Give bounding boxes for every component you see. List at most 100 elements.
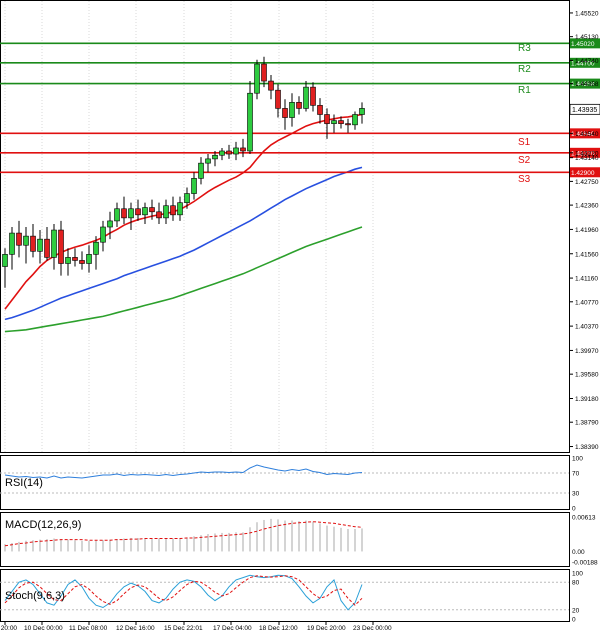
- candle-body: [16, 232, 22, 246]
- stochastic-axis-label: 80: [572, 580, 580, 587]
- candle-body: [219, 150, 225, 156]
- candle-body: [338, 120, 344, 124]
- price-axis-label: 1.39580: [575, 372, 599, 379]
- candle-body: [142, 207, 148, 216]
- candle-body: [352, 114, 358, 126]
- macd-title: MACD(12,26,9): [5, 519, 81, 531]
- candle-body: [205, 158, 211, 164]
- macd-panel: 0.00613 0.00 -0.00188 MACD(12,26,9): [0, 512, 598, 567]
- moving-average-red: [4, 113, 363, 310]
- price-axis-label: 1.41960: [575, 227, 599, 234]
- candle-body: [310, 86, 316, 106]
- time-axis-label: 15 Dec 22:01: [164, 625, 203, 632]
- price-axis-label: 1.40370: [575, 324, 599, 331]
- candle-body: [184, 193, 190, 203]
- candle-body: [135, 208, 141, 216]
- moving-average-blue: [4, 166, 363, 321]
- candle-body: [51, 229, 57, 258]
- pivot-level-price-label: 1.43220: [571, 150, 595, 157]
- candle-body: [2, 254, 8, 267]
- pivot-level-name: S2: [518, 155, 531, 166]
- candle-body: [282, 108, 288, 118]
- pivot-level-price-label: 1.43540: [571, 131, 595, 138]
- price-axis-label: 1.40770: [575, 299, 599, 306]
- pivot-level-price-tag: [570, 38, 600, 49]
- price-axis-label: 1.38790: [575, 420, 599, 427]
- stochastic-panel: 100 80 20 0 Stoch(9,6,3): [0, 569, 583, 624]
- pivot-level-price-tag: [570, 78, 600, 89]
- stochastic-title: Stoch(9,6,3): [5, 590, 65, 602]
- candle-body: [58, 229, 64, 264]
- candle-body: [317, 105, 323, 115]
- pivot-level-price-label: 1.45020: [571, 41, 595, 48]
- candle-body: [303, 86, 309, 109]
- candle-body: [72, 257, 78, 261]
- time-axis-label: 12 Dec 16:00: [116, 625, 155, 632]
- stochastic-axis-label: 20: [572, 607, 580, 614]
- time-axis-label: 18 Dec 12:00: [259, 625, 298, 632]
- moving-average-green: [4, 226, 363, 333]
- candle-body: [247, 92, 253, 152]
- time-axis-label: 17 Dec 04:00: [213, 625, 252, 632]
- candle-body: [233, 147, 239, 155]
- candle-body: [93, 241, 99, 255]
- candle-body: [121, 208, 127, 219]
- candle-body: [268, 80, 274, 91]
- candle-body: [324, 114, 330, 124]
- stochastic-axis-label: 100: [572, 571, 583, 578]
- price-panel: 1.45020 R3 1.44700 R2 1.44358 R1 1.43540 S1 1.43…: [0, 0, 600, 453]
- current-price-label: 1.43935: [572, 107, 597, 114]
- price-axis-label: 1.45130: [575, 34, 599, 41]
- candle-body: [254, 63, 260, 94]
- pivot-level-price-tag: [570, 147, 600, 158]
- price-axis-label: 1.44358: [575, 81, 599, 88]
- candle-body: [100, 226, 106, 243]
- price-axis-label: 1.39970: [575, 348, 599, 355]
- price-axis-label: 1.41160: [575, 276, 598, 283]
- pivot-level-name: R3: [518, 43, 531, 54]
- current-price-box: [569, 103, 600, 115]
- stochastic-signal-line: [4, 575, 363, 606]
- candle-body: [226, 150, 232, 155]
- price-axis-label: 1.45520: [575, 10, 599, 17]
- macd-axis-label: 0.00613: [572, 515, 596, 522]
- candle-body: [198, 162, 204, 179]
- candle-body: [86, 254, 92, 264]
- candle-body: [331, 120, 337, 124]
- time-axis-label: 9 Dec 20:00: [0, 625, 17, 632]
- candle-body: [345, 123, 351, 126]
- candle-body: [114, 208, 120, 222]
- candle-body: [359, 108, 365, 115]
- stochastic-main-line: [4, 574, 363, 611]
- candle-body: [23, 235, 29, 246]
- candle-body: [149, 207, 155, 213]
- candle-body: [275, 89, 281, 109]
- candle-body: [163, 205, 169, 219]
- pivot-level-price-label: 1.44358: [571, 81, 595, 88]
- pivot-level-name: S3: [518, 174, 531, 185]
- pivot-level-name: S1: [518, 137, 531, 148]
- price-axis-label: 1.43140: [575, 155, 599, 162]
- candle-body: [170, 205, 176, 216]
- price-axis-label: 1.42360: [575, 203, 599, 210]
- macd-axis-label: 0.00: [572, 549, 585, 556]
- candle-body: [177, 202, 183, 216]
- candle-body: [128, 208, 134, 219]
- pivot-level-name: R2: [518, 64, 531, 75]
- candle-body: [156, 211, 162, 219]
- price-axis-label: 1.41560: [575, 251, 599, 258]
- candle-body: [296, 102, 302, 109]
- candle-body: [240, 147, 246, 152]
- rsi-axis-label: 100: [572, 456, 583, 463]
- price-axis-label: 1.43540: [575, 131, 599, 138]
- stochastic-axis-label: 0: [572, 617, 576, 624]
- pivot-level-price-label: 1.44700: [571, 60, 595, 67]
- time-axis-label: 10 Dec 00:00: [24, 625, 63, 632]
- time-axis-label: 23 Dec 00:00: [353, 625, 392, 632]
- time-axis-label: 11 Dec 08:00: [69, 625, 108, 632]
- pivot-level-name: R1: [518, 85, 531, 96]
- candle-body: [44, 238, 50, 258]
- price-axis-label: 1.39180: [575, 396, 599, 403]
- candle-body: [65, 257, 71, 264]
